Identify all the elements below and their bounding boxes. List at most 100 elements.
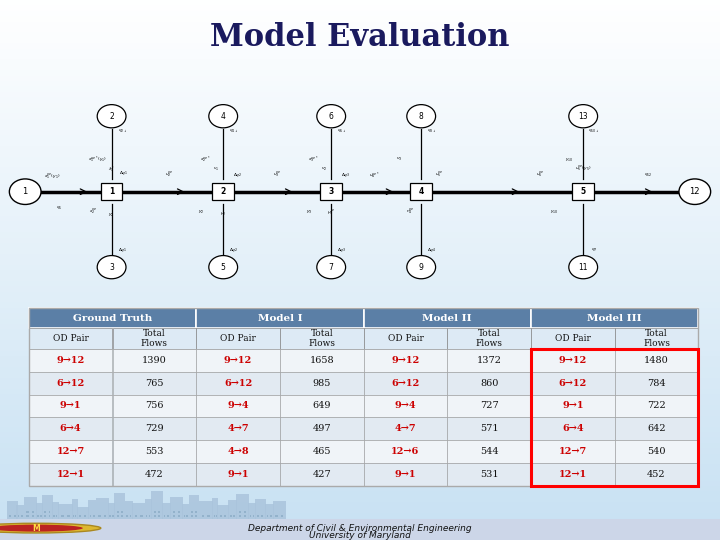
Text: 12→1: 12→1	[57, 470, 85, 479]
Bar	[531, 328, 615, 349]
Bar	[0, 221, 720, 227]
Bar	[207, 515, 210, 517]
Text: $v_3$: $v_3$	[397, 156, 402, 164]
Bar	[184, 515, 185, 517]
Bar	[236, 495, 249, 519]
Bar	[0, 481, 720, 486]
Bar	[531, 395, 615, 417]
Bar	[0, 400, 720, 405]
Bar	[531, 349, 698, 486]
Bar	[77, 507, 89, 519]
Text: 1: 1	[109, 187, 114, 196]
Bar	[199, 501, 213, 519]
Bar	[0, 0, 720, 5]
Text: Ground Truth: Ground Truth	[73, 314, 152, 322]
Bar	[0, 475, 720, 481]
Text: $u_2^{oe}$: $u_2^{oe}$	[165, 171, 174, 180]
Bar	[158, 515, 160, 517]
Bar	[58, 504, 73, 519]
Bar	[0, 329, 720, 335]
Bar	[53, 515, 55, 517]
Bar	[270, 515, 271, 517]
Bar	[0, 432, 720, 437]
Text: 9→1: 9→1	[228, 470, 249, 479]
Bar	[0, 394, 720, 400]
Bar	[0, 54, 720, 59]
Bar	[0, 351, 720, 356]
Bar	[0, 113, 720, 119]
Bar	[280, 440, 364, 463]
Bar	[196, 328, 280, 349]
Text: 6→4: 6→4	[60, 424, 81, 433]
Bar	[230, 515, 232, 517]
Text: Total
Flows: Total Flows	[476, 329, 503, 348]
Text: 784: 784	[647, 379, 666, 388]
Bar	[73, 515, 74, 517]
Bar	[27, 511, 29, 513]
Circle shape	[0, 525, 83, 531]
Text: 4→8: 4→8	[228, 447, 249, 456]
Bar	[0, 238, 720, 243]
Bar	[196, 417, 280, 440]
Bar	[0, 378, 720, 383]
Bar	[447, 395, 531, 417]
Bar	[79, 515, 81, 517]
Bar	[93, 515, 94, 517]
Bar	[447, 372, 531, 395]
Bar	[17, 515, 19, 517]
Bar	[24, 497, 37, 519]
Text: $u_6^{oe}$: $u_6^{oe}$	[536, 171, 544, 180]
Text: 12: 12	[690, 187, 700, 196]
Bar	[239, 511, 241, 513]
Bar	[212, 183, 234, 200]
Bar	[0, 43, 720, 49]
Bar	[0, 313, 720, 319]
Circle shape	[407, 255, 436, 279]
Circle shape	[209, 105, 238, 128]
Bar	[364, 308, 531, 328]
Text: 9→12: 9→12	[559, 356, 587, 365]
Text: 860: 860	[480, 379, 498, 388]
Bar	[0, 405, 720, 410]
Text: 729: 729	[145, 424, 163, 433]
Bar	[0, 459, 720, 464]
Bar	[0, 259, 720, 265]
Text: M: M	[32, 524, 40, 532]
Bar	[145, 499, 152, 519]
Bar	[0, 324, 720, 329]
Bar	[280, 349, 364, 372]
Bar	[186, 515, 188, 517]
Bar	[0, 103, 720, 108]
Bar	[225, 515, 226, 517]
Bar	[112, 349, 196, 372]
Bar	[108, 503, 115, 519]
Bar	[40, 515, 42, 517]
Bar	[364, 395, 447, 417]
Text: Model I: Model I	[258, 314, 302, 322]
Text: $q_7$: $q_7$	[590, 246, 598, 254]
Bar	[45, 515, 46, 517]
Text: 6→12: 6→12	[57, 379, 85, 388]
Text: OD Pair: OD Pair	[53, 334, 89, 343]
Bar	[0, 302, 720, 308]
Bar	[196, 440, 280, 463]
Bar	[158, 511, 160, 513]
Text: $x_2^{oe*}$: $x_2^{oe*}$	[200, 154, 210, 165]
Bar	[0, 356, 720, 362]
Bar	[0, 135, 720, 140]
Bar	[0, 443, 720, 448]
Bar	[447, 417, 531, 440]
Bar	[52, 502, 59, 519]
Bar	[244, 515, 246, 517]
Bar	[531, 372, 615, 395]
Text: Model Evaluation: Model Evaluation	[210, 22, 510, 53]
Text: $\Delta q_2$: $\Delta q_2$	[229, 246, 239, 254]
Bar	[196, 308, 364, 328]
Bar	[281, 515, 283, 517]
Bar	[0, 502, 720, 508]
Bar	[0, 146, 720, 151]
Bar	[0, 335, 720, 340]
Bar	[0, 119, 720, 124]
Bar	[0, 519, 720, 540]
Circle shape	[317, 105, 346, 128]
